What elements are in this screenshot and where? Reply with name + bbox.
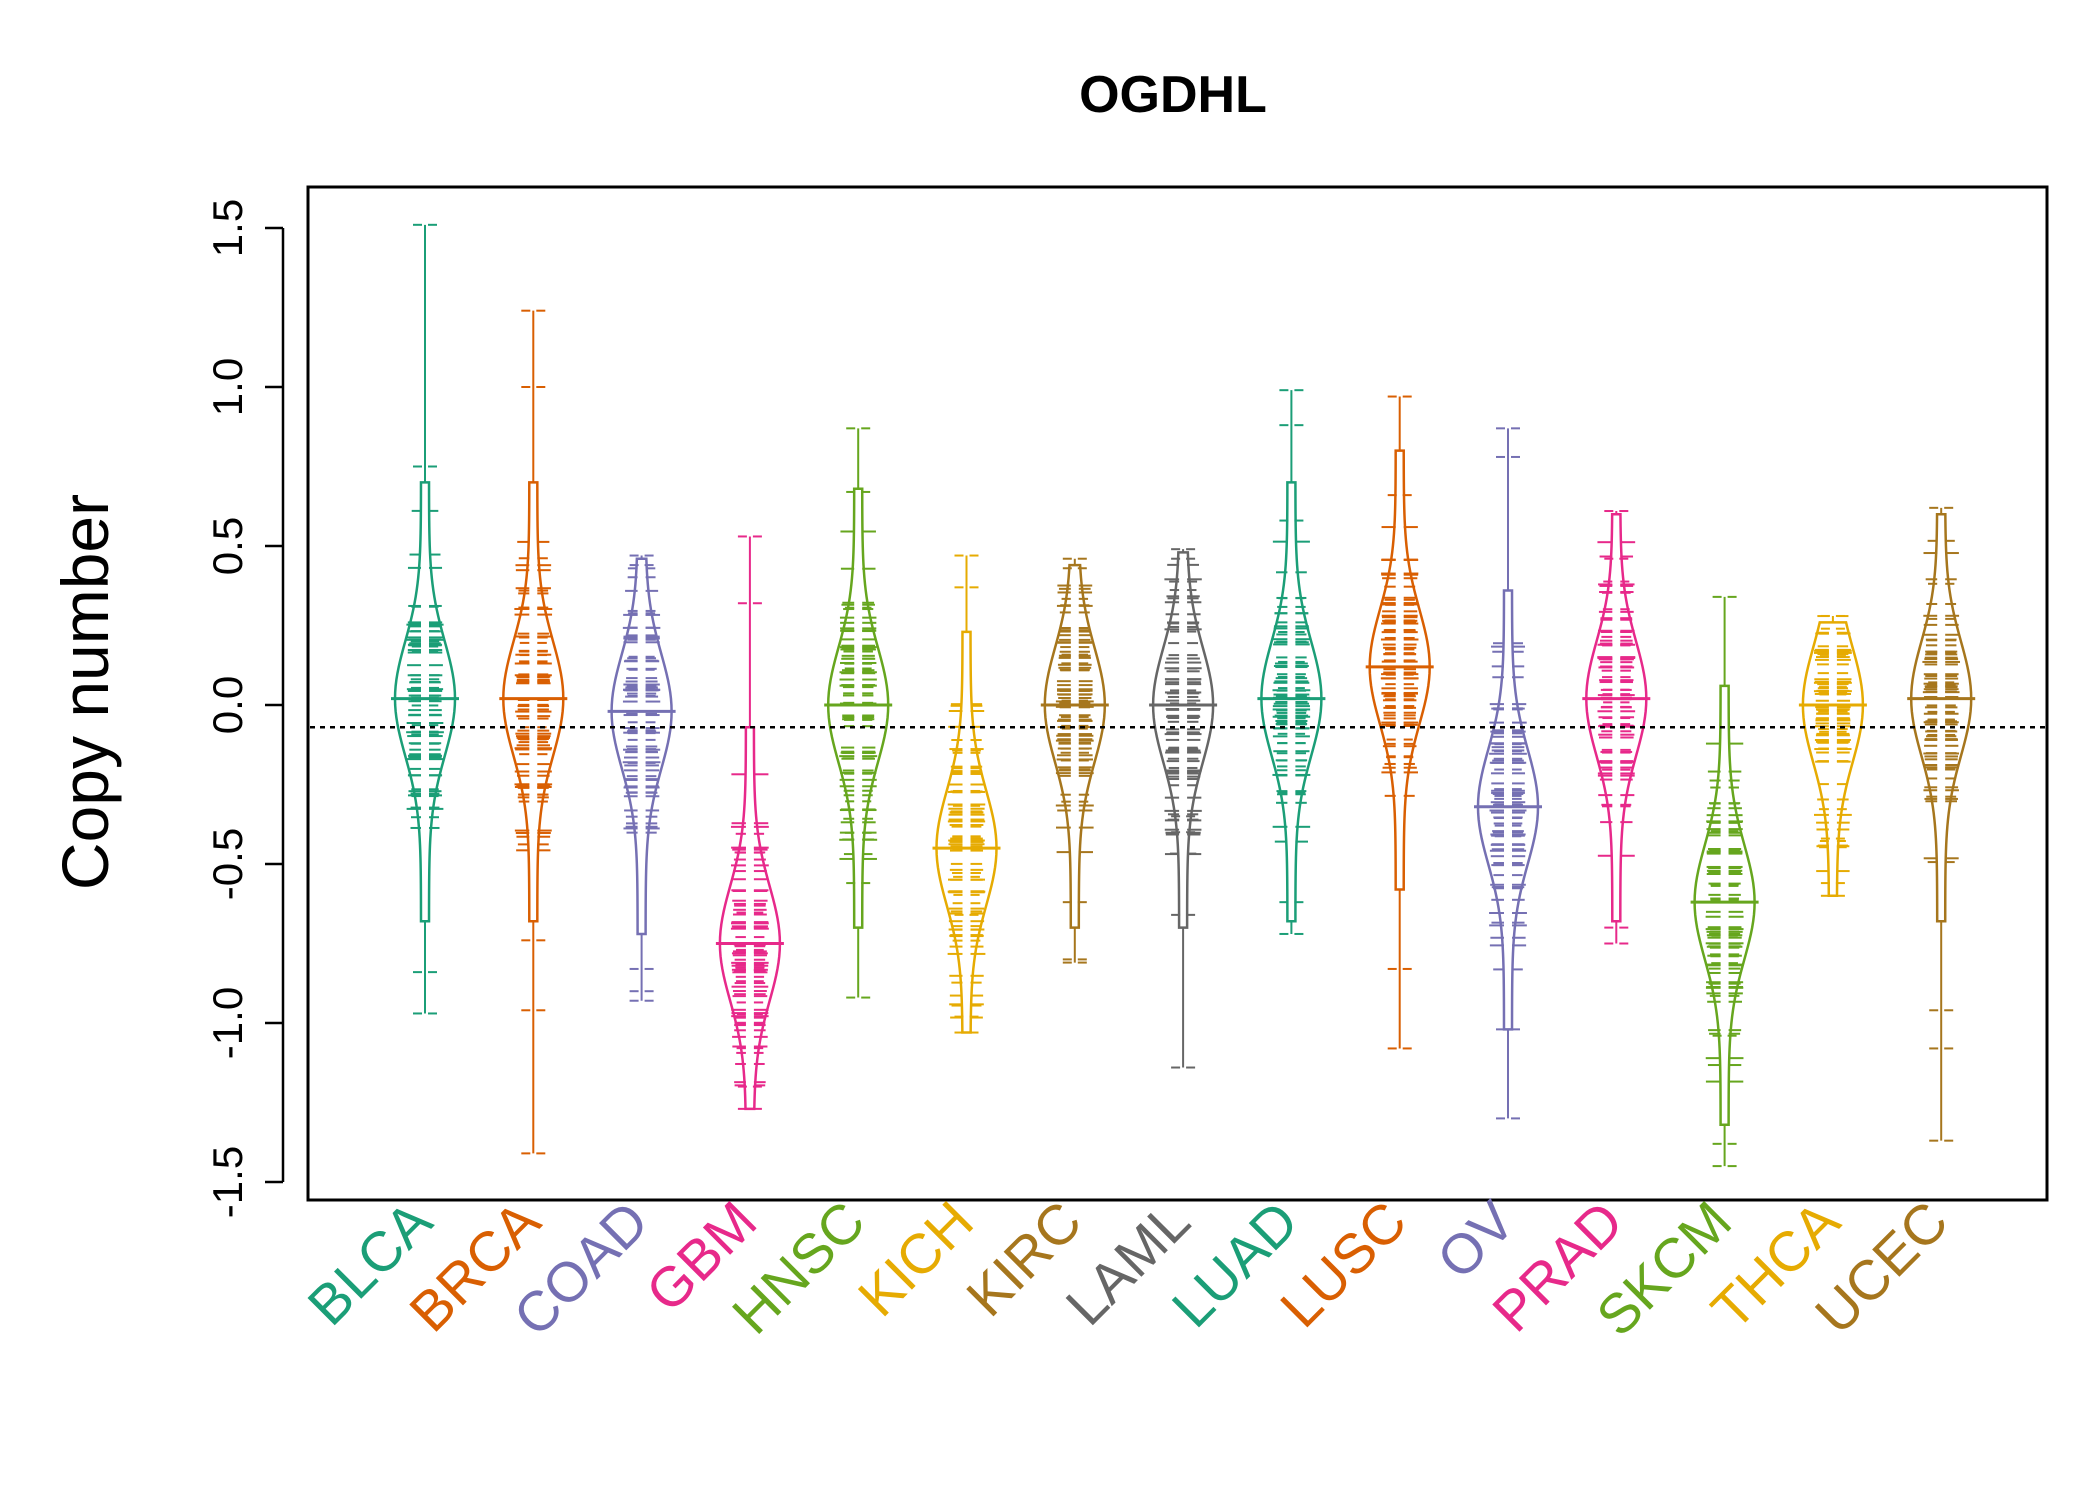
bean-density-outline bbox=[1801, 621, 1865, 898]
bean-density-outline bbox=[718, 726, 782, 1111]
bean-ov bbox=[1474, 427, 1542, 1120]
bean-density-outline bbox=[610, 557, 673, 936]
y-tick-label: -0.5 bbox=[204, 828, 251, 900]
bean-density-outline bbox=[1909, 512, 1973, 923]
bean-luad bbox=[1257, 389, 1326, 935]
y-axis-label: Copy number bbox=[48, 494, 122, 890]
category-label-kich: KICH bbox=[846, 1189, 985, 1328]
bean-prad bbox=[1582, 510, 1651, 945]
bean-kich bbox=[932, 554, 1001, 1034]
chart-title: OGDHL bbox=[1079, 66, 1267, 124]
bean-density-outline bbox=[935, 630, 998, 1034]
bean-hnsc bbox=[824, 427, 893, 999]
bean-density-outline bbox=[1585, 512, 1648, 923]
bean-density-outline bbox=[1043, 563, 1107, 929]
bean-ucec bbox=[1907, 506, 1976, 1142]
bean-density-outline bbox=[1368, 449, 1431, 891]
bean-density-outline bbox=[502, 481, 565, 923]
y-tick-label: 1.0 bbox=[204, 358, 251, 416]
bean-thca bbox=[1798, 614, 1867, 898]
category-label-lusc: LUSC bbox=[1268, 1189, 1418, 1339]
bean-coad bbox=[607, 554, 676, 1002]
bean-density-outline bbox=[826, 487, 890, 929]
category-label-luad: LUAD bbox=[1160, 1189, 1310, 1339]
y-tick-label: 0.0 bbox=[204, 676, 251, 734]
plot-frame bbox=[306, 185, 2049, 1202]
bean-density-outline bbox=[1260, 481, 1323, 923]
bean-gbm bbox=[715, 535, 784, 1111]
bean-laml bbox=[1149, 548, 1218, 1069]
bean-kirc bbox=[1040, 557, 1109, 964]
y-tick-label: 0.5 bbox=[204, 517, 251, 575]
bean-density-outline bbox=[393, 481, 457, 923]
y-tick-label: -1.5 bbox=[204, 1146, 251, 1218]
bean-density-outline bbox=[1151, 551, 1215, 929]
bean-blca bbox=[391, 223, 459, 1015]
bean-layer bbox=[391, 223, 1976, 1168]
bean-density-outline bbox=[1476, 589, 1540, 1031]
bean-lusc bbox=[1365, 395, 1434, 1050]
bean-skcm bbox=[1690, 595, 1759, 1168]
bean-brca bbox=[499, 309, 568, 1155]
y-tick-label: -1.0 bbox=[204, 987, 251, 1059]
bean-density-outline bbox=[1693, 684, 1756, 1127]
y-tick-label: 1.5 bbox=[204, 199, 251, 257]
y-axis: -1.5 -1.0 -0.5 0.0 0.5 1.0 1.5 bbox=[204, 199, 285, 1218]
